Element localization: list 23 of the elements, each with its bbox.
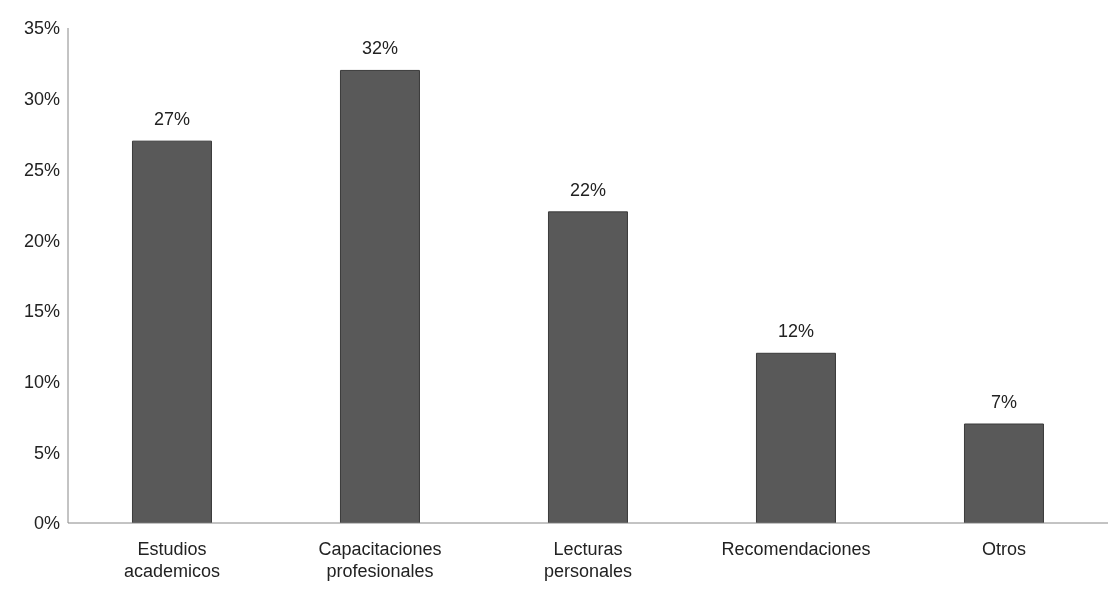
x-tick-label: Estudios academicos xyxy=(123,539,221,581)
x-tick-label: Lecturas personales xyxy=(543,539,633,581)
bar xyxy=(339,69,420,523)
data-label: 12% xyxy=(777,321,814,342)
bar xyxy=(963,423,1044,523)
data-label: 27% xyxy=(153,109,190,130)
y-tick-label: 30% xyxy=(23,89,60,110)
x-tick-label: Capacitaciones profesionales xyxy=(318,539,442,581)
y-tick-label: 35% xyxy=(23,18,60,39)
y-tick-label: 15% xyxy=(23,301,60,322)
data-label: 22% xyxy=(569,179,606,200)
y-tick-label: 5% xyxy=(33,442,60,463)
bar xyxy=(547,211,628,523)
bar xyxy=(755,352,836,523)
y-tick-label: 10% xyxy=(23,371,60,392)
x-tick-label: Otros xyxy=(981,539,1027,559)
data-label: 32% xyxy=(361,38,398,59)
bar xyxy=(131,140,212,523)
data-label: 7% xyxy=(990,392,1017,412)
x-tick-label: Recomendaciones xyxy=(721,539,871,559)
y-tick-label: 0% xyxy=(33,513,60,534)
y-tick-label: 20% xyxy=(23,230,60,251)
y-tick-label: 25% xyxy=(23,159,60,180)
